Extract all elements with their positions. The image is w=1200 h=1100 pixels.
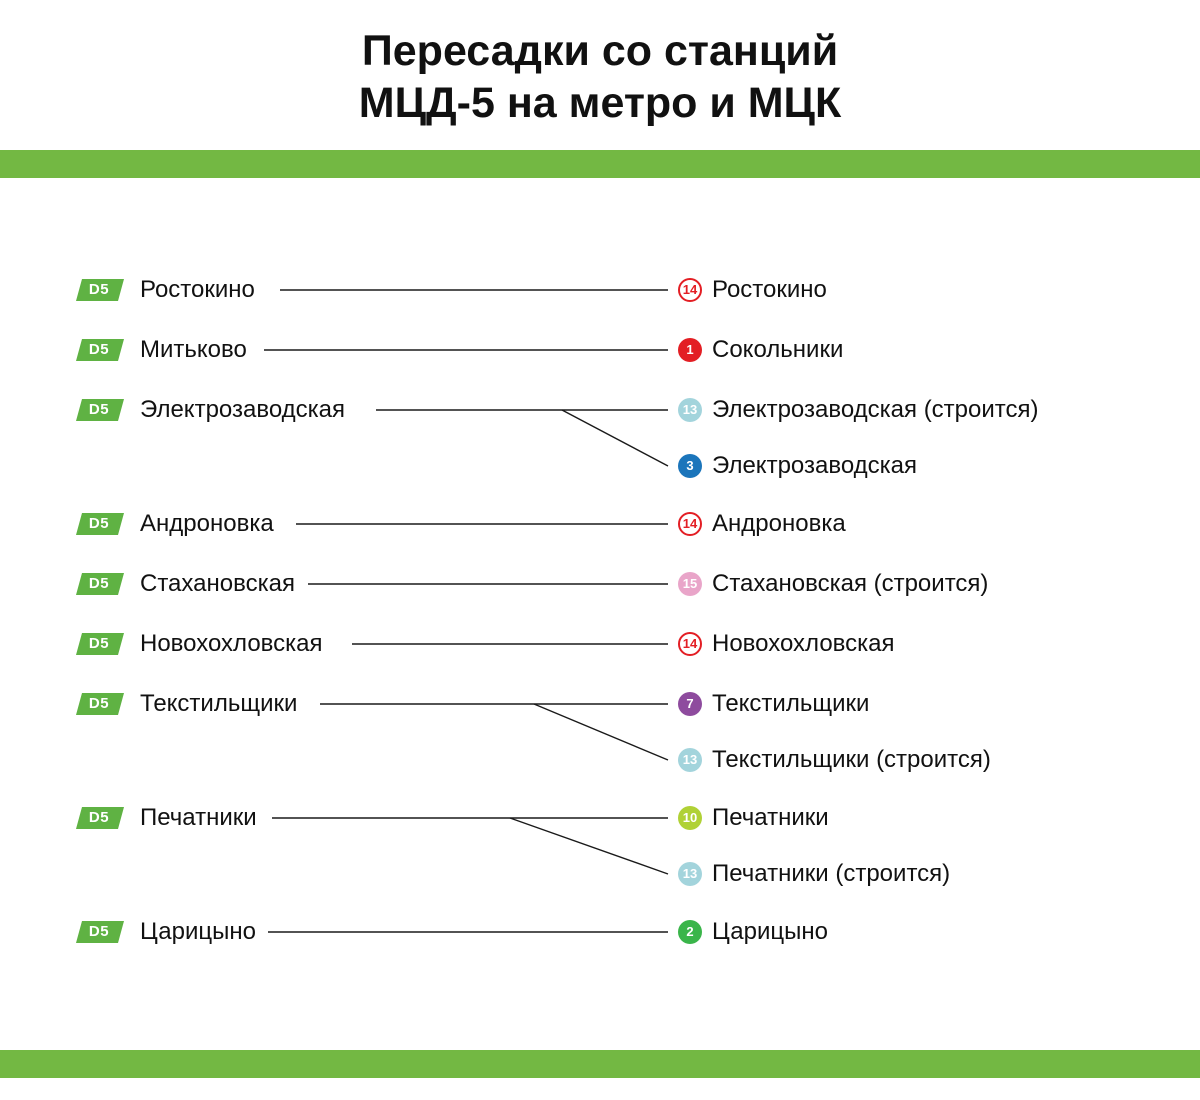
- d5-badge: D5: [78, 513, 120, 535]
- d5-badge: D5: [78, 921, 120, 943]
- mcd-station-label: Ростокино: [140, 278, 255, 302]
- d5-badge: D5: [78, 693, 120, 715]
- infographic-page: Пересадки со станций МЦД-5 на метро и МЦ…: [0, 0, 1200, 1100]
- decor-bar-top: [0, 150, 1200, 178]
- mcd-station-label: Текстильщики: [140, 692, 297, 716]
- metro-line-icon: 1: [678, 338, 702, 362]
- metro-line-icon: 13: [678, 748, 702, 772]
- mcd-station-label: Митьково: [140, 338, 247, 362]
- transfer-station-label: Сокольники: [712, 338, 843, 362]
- mcd-station-label: Стахановская: [140, 572, 295, 596]
- d5-badge: D5: [78, 399, 120, 421]
- transfer-station-label: Текстильщики: [712, 692, 869, 716]
- mcd-station-label: Андроновка: [140, 512, 274, 536]
- metro-line-icon: 15: [678, 572, 702, 596]
- transfer-station-label: Электрозаводская: [712, 454, 917, 478]
- transfer-station-label: Царицыно: [712, 920, 828, 944]
- mcd-station-label: Новохохловская: [140, 632, 323, 656]
- mcd-station-label: Печатники: [140, 806, 257, 830]
- metro-line-icon: 13: [678, 398, 702, 422]
- d5-badge: D5: [78, 573, 120, 595]
- decor-bar-bottom: [0, 1050, 1200, 1078]
- transfer-station-label: Новохохловская: [712, 632, 895, 656]
- transfer-station-label: Электрозаводская (строится): [712, 398, 1038, 422]
- d5-badge: D5: [78, 633, 120, 655]
- transfer-station-label: Печатники: [712, 806, 829, 830]
- metro-line-icon: 2: [678, 920, 702, 944]
- metro-line-icon: 14: [678, 512, 702, 536]
- metro-line-icon: 13: [678, 862, 702, 886]
- metro-line-icon: 7: [678, 692, 702, 716]
- metro-line-icon: 10: [678, 806, 702, 830]
- metro-line-icon: 14: [678, 632, 702, 656]
- transfer-station-label: Печатники (строится): [712, 862, 950, 886]
- page-title: Пересадки со станций МЦД-5 на метро и МЦ…: [0, 26, 1200, 129]
- transfer-station-label: Андроновка: [712, 512, 846, 536]
- metro-line-icon: 3: [678, 454, 702, 478]
- mcd-station-label: Царицыно: [140, 920, 256, 944]
- transfer-station-label: Текстильщики (строится): [712, 748, 991, 772]
- metro-line-icon: 14: [678, 278, 702, 302]
- d5-badge: D5: [78, 279, 120, 301]
- d5-badge: D5: [78, 807, 120, 829]
- mcd-station-label: Электрозаводская: [140, 398, 345, 422]
- transfer-station-label: Ростокино: [712, 278, 827, 302]
- d5-badge: D5: [78, 339, 120, 361]
- transfer-station-label: Стахановская (строится): [712, 572, 988, 596]
